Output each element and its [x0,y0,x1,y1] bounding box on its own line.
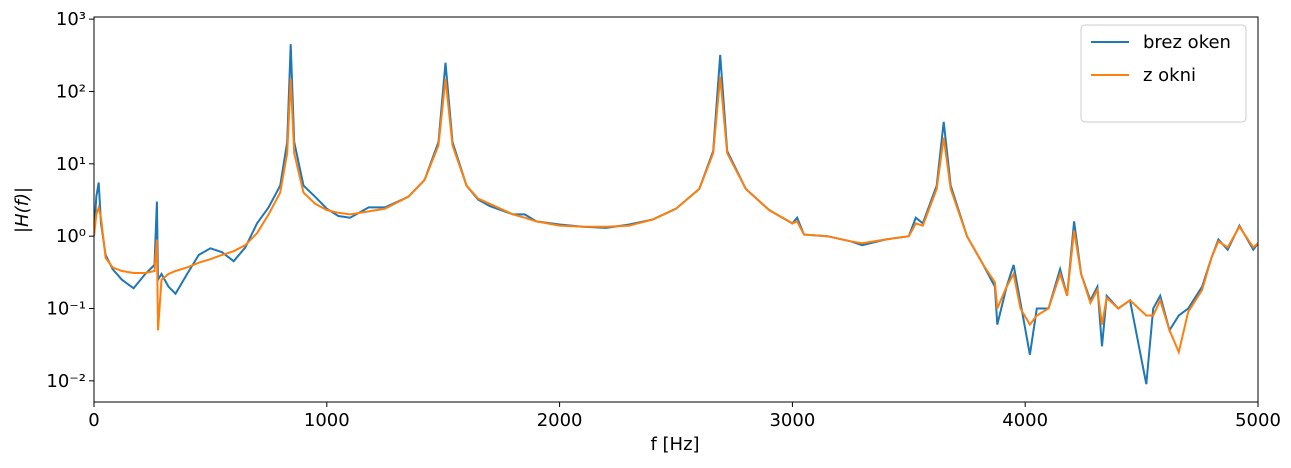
y-tick-label: 10⁻² [46,371,86,392]
x-tick-label: 2000 [537,410,583,431]
x-tick-label: 0 [88,410,99,431]
x-tick-label: 4000 [1002,410,1048,431]
x-axis-label: f [Hz] [650,434,699,455]
y-axis-label: |H(f)| [12,187,33,233]
line-series [94,76,1258,356]
x-tick-label: 3000 [769,410,815,431]
plot-frame [93,16,1259,403]
legend-label: brez oken [1143,32,1231,53]
y-tick-label: 10⁰ [56,226,86,247]
y-tick-label: 10³ [56,9,86,30]
y-tick-label: 10⁻¹ [46,299,86,320]
y-tick-label: 10¹ [56,154,86,175]
x-tick-label: 5000 [1235,410,1281,431]
x-tick-label: 1000 [304,410,350,431]
y-tick-label: 10² [56,81,86,102]
legend-label: z okni [1143,65,1196,86]
plot-area [94,44,1258,385]
legend-box [1080,24,1247,123]
